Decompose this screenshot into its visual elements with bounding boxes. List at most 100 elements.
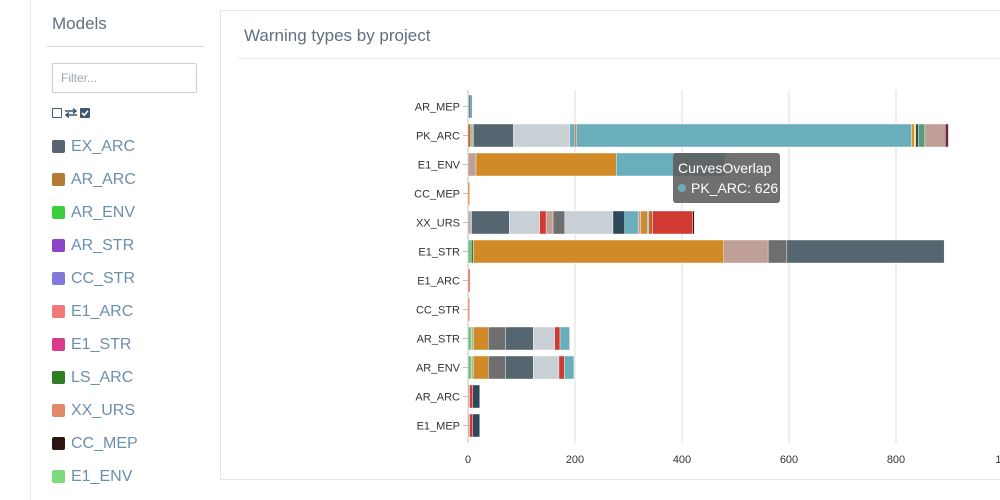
y-tick-label: AR_ARC xyxy=(415,392,460,404)
model-label: CC_MEP xyxy=(71,434,138,452)
y-tick-label: AR_MEP xyxy=(415,102,460,114)
tooltip-box xyxy=(673,153,780,203)
select-none-checkbox-icon[interactable] xyxy=(52,108,62,118)
y-tick-label: AR_STR xyxy=(417,334,460,346)
bar-segment xyxy=(505,355,534,380)
bar-segment xyxy=(467,355,472,380)
model-label: AR_ARC xyxy=(71,170,136,188)
model-label: AR_STR xyxy=(71,236,135,254)
tooltip-title: CurvesOverlap xyxy=(678,160,772,176)
bar-segment xyxy=(786,239,945,264)
model-item[interactable]: LS_ARC xyxy=(52,361,138,394)
bar-segment xyxy=(473,326,489,351)
bar-segment xyxy=(467,268,471,293)
bar-segment xyxy=(467,152,477,177)
bar-segment xyxy=(471,355,474,380)
model-item[interactable]: AR_STR xyxy=(52,229,138,262)
bar-segment xyxy=(574,123,577,148)
invert-selection-icon[interactable] xyxy=(64,108,78,118)
model-color-swatch xyxy=(52,239,65,252)
bar-segment xyxy=(473,123,514,148)
model-item[interactable]: E1_ARC xyxy=(52,295,138,328)
panel-title: Warning types by project xyxy=(244,26,431,45)
bar-segment xyxy=(545,210,554,235)
model-color-swatch xyxy=(52,371,65,384)
model-color-swatch xyxy=(52,404,65,417)
model-item[interactable]: XX_URS xyxy=(52,394,138,427)
bar-segment xyxy=(467,384,470,409)
model-item[interactable]: AR_ARC xyxy=(52,163,138,196)
y-tick-label: E1_MEP xyxy=(417,421,460,433)
bar-segment xyxy=(564,210,614,235)
bar-segment xyxy=(637,210,642,235)
bar-segment xyxy=(612,210,625,235)
model-item[interactable]: E1_STR xyxy=(52,328,138,361)
bar-segment xyxy=(918,123,926,148)
select-all-checkbox-icon[interactable] xyxy=(80,108,90,118)
model-item[interactable]: E1_ENV xyxy=(52,460,138,493)
model-label: AR_ENV xyxy=(71,203,136,221)
y-tick-label: PK_ARC xyxy=(416,131,460,143)
bar-segment xyxy=(552,210,566,235)
bar-segment xyxy=(569,123,576,148)
bar-segment xyxy=(558,355,565,380)
bar-segment xyxy=(470,94,473,119)
left-divider xyxy=(30,0,31,500)
bar-segment xyxy=(915,123,919,148)
model-color-swatch xyxy=(52,338,65,351)
bar-segment xyxy=(911,123,915,148)
model-item[interactable]: AR_ENV xyxy=(52,196,138,229)
model-label: E1_ENV xyxy=(71,467,133,485)
bar-segment xyxy=(648,210,653,235)
bar-segment xyxy=(469,210,472,235)
bar-segment xyxy=(467,123,471,148)
model-item[interactable]: EX_ARC xyxy=(52,130,138,163)
bar-segment xyxy=(467,413,470,438)
y-tick-label: E1_STR xyxy=(418,247,460,259)
model-label: EX_ARC xyxy=(71,137,136,155)
bar-segment xyxy=(692,210,695,235)
bar-segment xyxy=(467,239,472,264)
model-color-swatch xyxy=(52,272,65,285)
bar-segment xyxy=(508,210,540,235)
x-tick-label: 600 xyxy=(780,454,798,466)
bar-segment xyxy=(467,326,472,351)
y-tick-label: E1_ARC xyxy=(417,276,460,288)
bar-segment xyxy=(471,210,510,235)
model-item[interactable]: CC_MEP xyxy=(52,427,138,460)
bar-segment xyxy=(469,384,474,409)
bar-segment xyxy=(467,181,470,206)
bar-segment xyxy=(505,326,534,351)
bar-segment xyxy=(647,210,650,235)
bar-segment xyxy=(945,123,949,148)
model-item[interactable]: CC_STR xyxy=(52,262,138,295)
bar-segment xyxy=(559,326,570,351)
bar-segment xyxy=(533,326,555,351)
x-tick-label: 400 xyxy=(673,454,691,466)
filter-input[interactable] xyxy=(52,63,197,93)
model-label: LS_ARC xyxy=(71,368,134,386)
bar-segment xyxy=(473,239,724,264)
bar-segment xyxy=(469,413,474,438)
bar-segment xyxy=(467,210,471,235)
x-tick-label: 800 xyxy=(887,454,905,466)
bar-segment xyxy=(488,355,506,380)
x-tick-label: 0 xyxy=(465,454,471,466)
model-label: E1_STR xyxy=(71,335,132,353)
bar-segment xyxy=(624,210,639,235)
model-list: EX_ARC AR_ARC AR_ENV AR_STR CC_STR E1_ARC E1_S… xyxy=(52,130,138,493)
bar-segment xyxy=(467,297,470,322)
bar-segment xyxy=(564,355,575,380)
bar-segment xyxy=(475,152,617,177)
bar-segment xyxy=(640,210,648,235)
bar-segment xyxy=(471,239,474,264)
model-color-swatch xyxy=(52,437,65,450)
model-color-swatch xyxy=(52,140,65,153)
panel-divider xyxy=(238,58,1000,59)
tooltip-series-dot xyxy=(678,184,686,192)
model-color-swatch xyxy=(52,470,65,483)
model-color-swatch xyxy=(52,206,65,219)
y-tick-label: E1_ENV xyxy=(418,160,461,172)
y-tick-label: CC_STR xyxy=(416,305,460,317)
